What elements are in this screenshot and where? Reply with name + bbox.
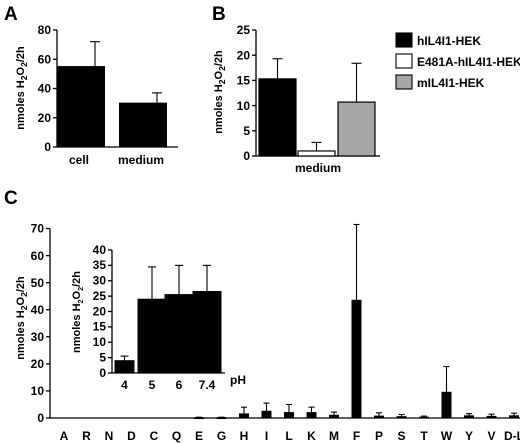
c-bar-G xyxy=(216,417,227,420)
inset-x-axis-title: pH xyxy=(230,373,246,387)
panel-b-label: B xyxy=(212,4,226,25)
a-y-tick-label: 60 xyxy=(38,52,52,66)
c-bar-D-L xyxy=(509,415,519,419)
c-x-label-S: S xyxy=(397,429,405,443)
c-x-label-Y: Y xyxy=(465,429,473,443)
c-y-label: nmoles H2O2/2h xyxy=(15,276,29,360)
b-y-tick-label: 25 xyxy=(237,23,251,37)
inset-bar-4 xyxy=(114,360,135,374)
c-x-label-N: N xyxy=(105,429,114,443)
c-x-label-D-L: D-L xyxy=(504,429,520,443)
a-y-tick-label: 80 xyxy=(38,23,52,37)
b-bar-hIL4I1-HEK xyxy=(258,78,297,157)
b-bar-E481A-hIL4I1-HEK xyxy=(297,150,336,157)
c-bar-K xyxy=(306,412,317,419)
a-y-tick-label: 40 xyxy=(38,82,52,96)
legend-label-E481A-hIL4I1-HEK: E481A-hIL4I1-HEK xyxy=(417,55,520,69)
c-bar-H xyxy=(239,413,249,419)
b-bar-mIL4I1-HEK xyxy=(337,101,376,157)
c-y-tick-label: 0 xyxy=(37,411,44,425)
c-y-tick-label: 30 xyxy=(31,330,45,344)
c-x-label-L: L xyxy=(285,429,292,443)
a-y-tick-label: 0 xyxy=(44,140,51,154)
c-y-tick-label: 70 xyxy=(31,222,45,236)
inset-y-tick-label: 15 xyxy=(93,320,107,334)
inset-x-label-5: 5 xyxy=(149,378,156,392)
c-bar-T xyxy=(419,416,429,419)
c-y-tick-label: 10 xyxy=(31,384,45,398)
inset-x-label-4: 4 xyxy=(121,378,128,392)
c-x-label-Q: Q xyxy=(172,429,181,443)
inset-bar-5 xyxy=(137,298,167,374)
inset-bar-7.4 xyxy=(192,291,222,374)
b-y-tick-label: 5 xyxy=(243,124,250,138)
c-y-tick-label: 50 xyxy=(31,276,45,290)
inset-y-tick-label: 35 xyxy=(93,258,107,272)
c-x-label-W: W xyxy=(441,429,453,443)
c-x-label-T: T xyxy=(420,429,428,443)
inset-bar-6 xyxy=(164,294,194,374)
c-x-label-C: C xyxy=(150,429,159,443)
inset-y-label: nmoles H2O2/2h xyxy=(71,271,85,353)
b-x-label-medium: medium xyxy=(295,161,341,175)
a-x-label-cell: cell xyxy=(69,153,89,167)
panel-a-label: A xyxy=(4,4,18,25)
b-y-tick-label: 0 xyxy=(243,149,250,163)
legend-swatch-mIL4I1-HEK xyxy=(395,74,413,90)
a-bar-medium xyxy=(119,102,167,148)
c-bar-S xyxy=(396,416,407,419)
c-bar-P xyxy=(374,415,384,419)
b-y-label: nmoles H2O2/2h xyxy=(213,50,227,134)
legend-label-hIL4I1-HEK: hIL4I1-HEK xyxy=(417,34,481,48)
c-bar-I xyxy=(261,410,272,419)
a-x-label-medium: medium xyxy=(118,153,164,167)
inset-y-tick-label: 10 xyxy=(93,335,107,349)
c-y-tick-label: 40 xyxy=(31,303,45,317)
inset-y-tick-label: 40 xyxy=(93,243,107,257)
legend-swatch-hIL4I1-HEK xyxy=(395,32,413,48)
c-x-label-M: M xyxy=(329,429,339,443)
inset-x-label-7.4: 7.4 xyxy=(199,378,216,392)
c-x-label-A: A xyxy=(60,429,69,443)
inset-y-tick-label: 30 xyxy=(93,274,107,288)
c-x-label-E: E xyxy=(195,429,203,443)
inset-y-tick-label: 20 xyxy=(93,304,107,318)
c-x-label-I: I xyxy=(265,429,268,443)
c-bar-M xyxy=(329,414,339,419)
legend-label-mIL4I1-HEK: mIL4I1-HEK xyxy=(417,76,485,90)
c-bar-V xyxy=(486,415,497,419)
c-x-label-H: H xyxy=(240,429,249,443)
a-bar-cell xyxy=(57,66,105,148)
panel-c-label: C xyxy=(4,188,18,209)
inset-y-tick-label: 25 xyxy=(93,289,107,303)
c-x-label-D: D xyxy=(127,429,136,443)
c-bar-Y xyxy=(464,415,474,419)
c-x-label-R: R xyxy=(82,429,91,443)
inset-y-tick-label: 5 xyxy=(99,350,106,364)
inset-y-tick-label: 0 xyxy=(99,366,106,380)
c-bar-F xyxy=(351,299,362,419)
c-x-label-G: G xyxy=(217,429,226,443)
c-x-label-V: V xyxy=(487,429,495,443)
a-y-tick-label: 20 xyxy=(38,111,52,125)
c-bar-E xyxy=(194,417,204,420)
c-x-label-K: K xyxy=(307,429,316,443)
c-y-tick-label: 60 xyxy=(31,249,45,263)
b-y-tick-label: 15 xyxy=(237,74,251,88)
c-x-label-F: F xyxy=(353,429,360,443)
b-y-tick-label: 10 xyxy=(237,99,251,113)
b-y-tick-label: 20 xyxy=(237,48,251,62)
c-bar-W xyxy=(441,391,452,419)
a-y-label: nmoles H2O2/2h xyxy=(15,46,29,130)
c-bar-L xyxy=(284,412,294,419)
legend-swatch-E481A-hIL4I1-HEK xyxy=(395,53,413,69)
inset-x-label-6: 6 xyxy=(176,378,183,392)
c-y-tick-label: 20 xyxy=(31,357,45,371)
c-x-label-P: P xyxy=(375,429,383,443)
